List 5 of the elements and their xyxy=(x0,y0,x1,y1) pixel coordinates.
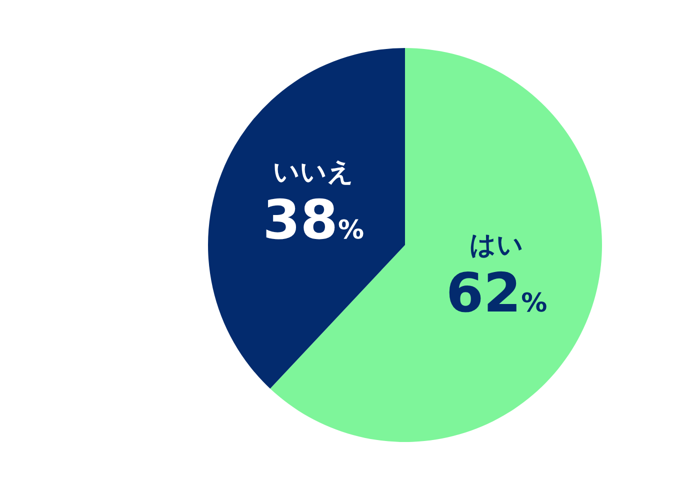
data-label: 62% xyxy=(446,261,548,324)
pie-slice xyxy=(208,48,405,389)
data-label: 38% xyxy=(262,188,364,252)
slice-label: はい xyxy=(470,230,524,260)
slice-label: いいえ xyxy=(272,158,354,188)
